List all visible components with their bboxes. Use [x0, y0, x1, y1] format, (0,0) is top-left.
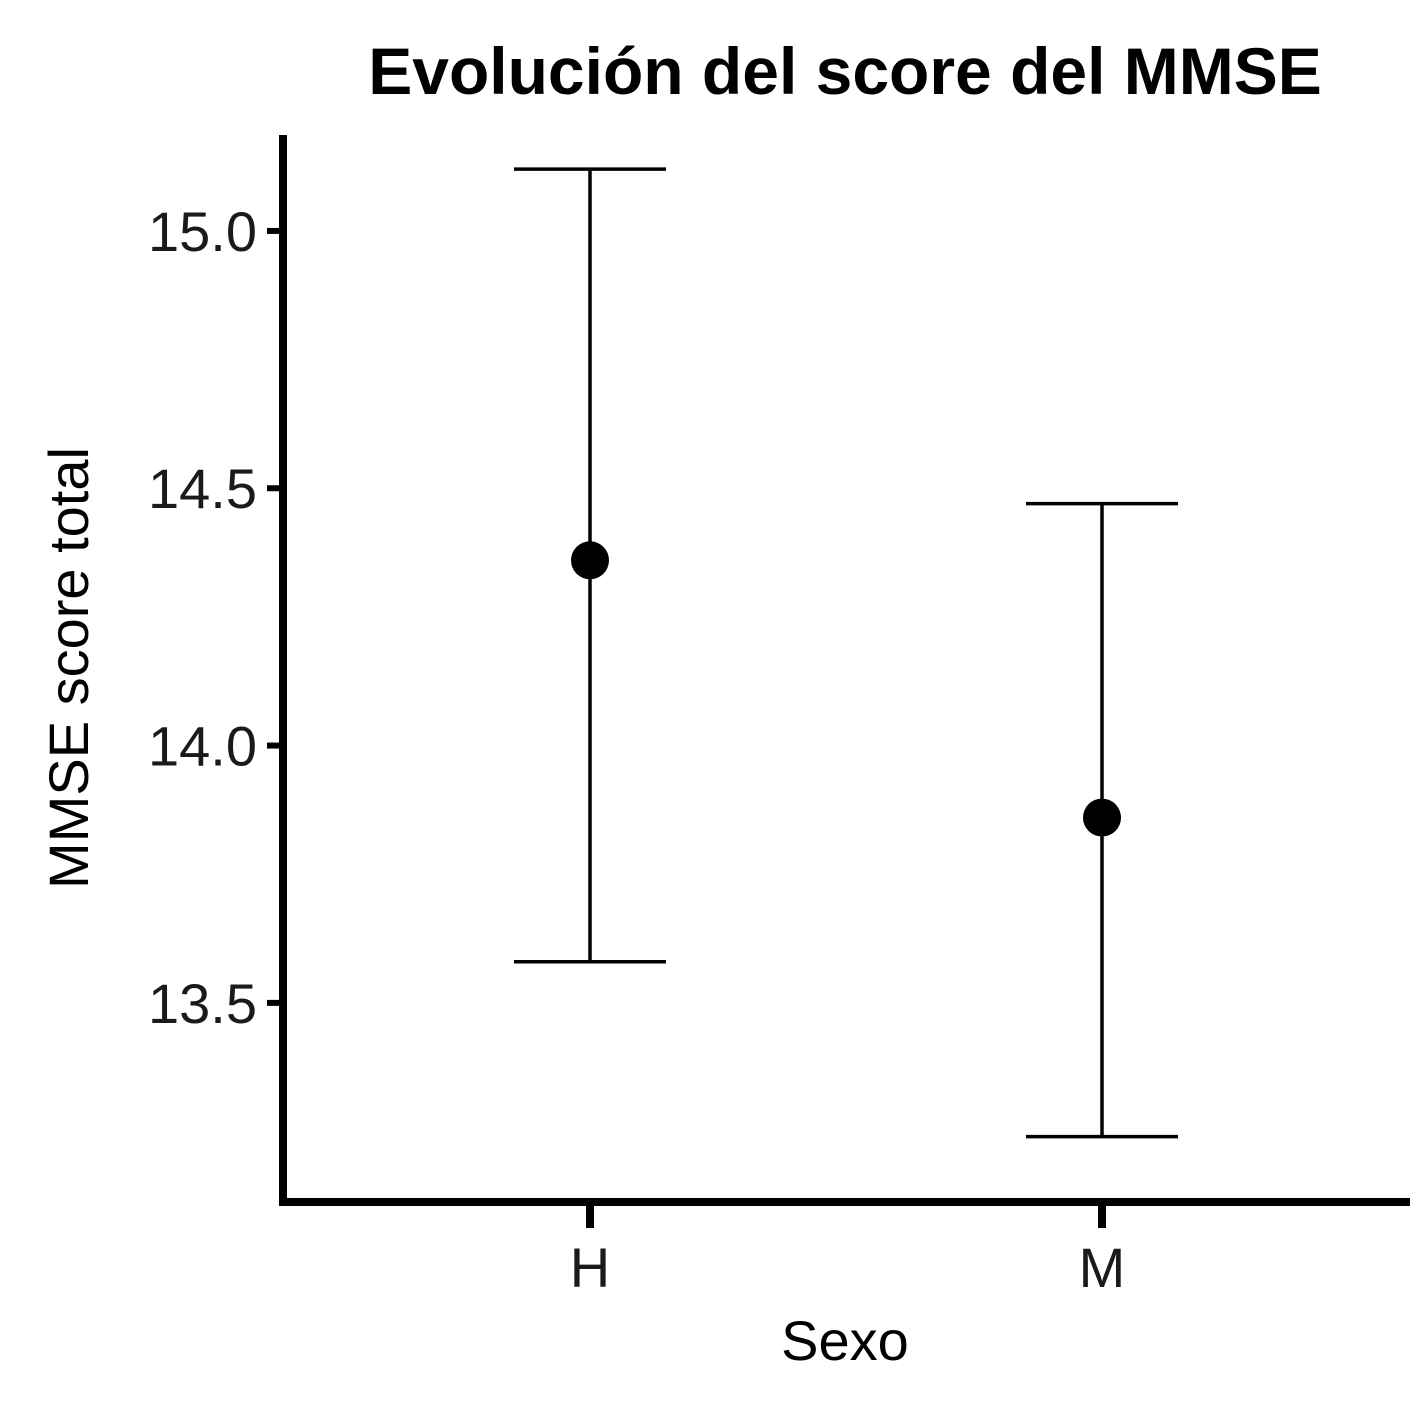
chart-title: Evolución del score del MMSE	[368, 34, 1322, 108]
x-axis-title: Sexo	[781, 1309, 909, 1372]
x-tick-label: H	[570, 1236, 610, 1299]
plot-area: 13.5 14.0 14.5 15.0 H M	[148, 135, 1410, 1299]
y-tick-label: 15.0	[148, 200, 257, 263]
point-M	[1083, 798, 1121, 837]
y-tick-label: 13.5	[148, 972, 257, 1035]
y-tick-label: 14.0	[148, 715, 257, 778]
point-H	[571, 541, 609, 580]
y-axis-title: MMSE score total	[37, 447, 100, 889]
y-tick-label: 14.5	[148, 457, 257, 520]
x-tick-label: M	[1079, 1236, 1126, 1299]
